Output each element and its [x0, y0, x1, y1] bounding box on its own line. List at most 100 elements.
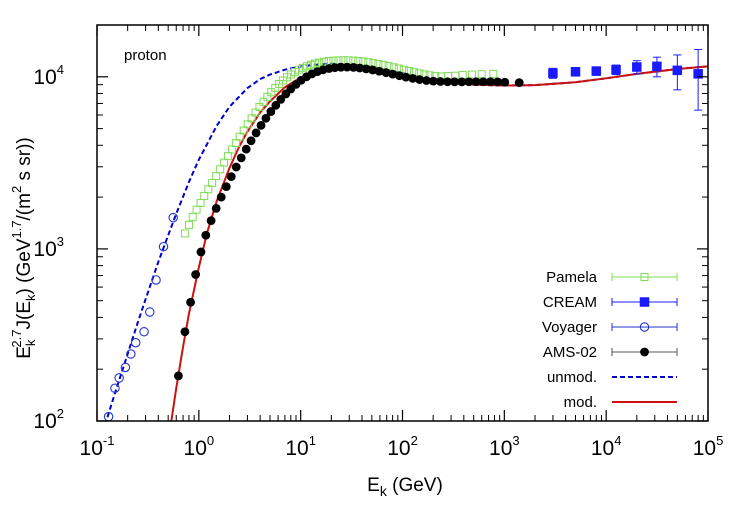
data-point-cream	[632, 62, 642, 72]
x-tick-label: 10-1	[80, 433, 115, 460]
legend-marker-pamela	[640, 273, 649, 281]
data-point-ams-02	[415, 75, 424, 84]
data-point-pamela	[467, 70, 476, 79]
data-point-ams-02	[493, 77, 503, 87]
data-point-ams-02	[408, 73, 418, 83]
x-tick-label: 101	[285, 433, 316, 460]
legend-label-cream: CREAM	[543, 294, 597, 311]
data-point-ams-02	[464, 77, 474, 87]
y-tick-label: 102	[33, 406, 64, 433]
legend-marker-cream	[639, 297, 650, 307]
legend-label-voyager: Voyager	[542, 319, 597, 336]
data-point-pamela	[298, 63, 307, 72]
data-point-ams-02	[486, 77, 495, 87]
y-tick-label: 104	[33, 62, 64, 89]
data-point-cream	[548, 68, 558, 78]
data-point-ams-02	[436, 77, 445, 86]
data-point-pamela	[208, 178, 217, 187]
data-point-ams-02	[206, 216, 216, 226]
x-tick-label: 100	[184, 433, 215, 460]
data-point-ams-02	[342, 62, 352, 72]
data-point-ams-02	[428, 76, 438, 86]
data-point-pamela	[315, 58, 324, 67]
x-tick-label: 105	[693, 433, 724, 460]
data-point-pamela	[227, 145, 236, 154]
data-point-ams-02	[261, 113, 271, 123]
data-point-voyager	[145, 307, 155, 317]
data-point-voyager	[110, 383, 120, 393]
data-point-voyager	[151, 275, 161, 285]
data-point-pamela	[489, 69, 498, 78]
data-point-cream	[693, 69, 703, 79]
x-axis-title: Ek (GeV)	[367, 475, 443, 499]
data-point-pamela	[184, 220, 193, 229]
data-point-cream	[672, 65, 683, 76]
legend-label-mod: mod.	[564, 394, 597, 411]
x-tick-label: 102	[387, 433, 418, 460]
data-point-ams-02	[457, 77, 467, 87]
data-point-pamela	[180, 229, 189, 238]
y-tick-label: 103	[33, 234, 64, 261]
data-point-ams-02	[180, 327, 190, 337]
data-point-ams-02	[271, 100, 281, 110]
data-point-ams-02	[236, 153, 246, 163]
data-point-ams-02	[401, 72, 411, 82]
legend-marker-ams-02	[640, 347, 649, 357]
series-cream	[548, 49, 703, 111]
data-point-voyager	[120, 362, 131, 373]
data-point-pamela	[192, 205, 201, 214]
data-point-ams-02	[211, 203, 221, 213]
data-point-ams-02	[443, 77, 452, 87]
data-point-voyager	[130, 337, 141, 348]
data-point-cream	[570, 66, 581, 77]
data-point-ams-02	[514, 78, 524, 88]
data-point-ams-02	[201, 230, 211, 240]
data-point-ams-02	[471, 77, 481, 87]
data-point-pamela	[302, 62, 311, 71]
data-point-ams-02	[196, 247, 206, 257]
data-point-ams-02	[336, 62, 346, 72]
legend-marker-voyager	[639, 322, 650, 332]
data-point-pamela	[310, 59, 319, 68]
data-point-ams-02	[216, 192, 226, 202]
data-point-voyager	[158, 241, 169, 252]
data-point-pamela	[200, 191, 209, 200]
data-point-cream	[611, 64, 621, 75]
data-point-ams-02	[361, 64, 371, 74]
data-point-ams-02	[422, 76, 431, 85]
data-point-ams-02	[226, 172, 236, 182]
data-point-ams-02	[394, 71, 404, 81]
data-point-ams-02	[266, 107, 276, 116]
data-point-ams-02	[500, 77, 510, 87]
data-point-pamela	[379, 61, 388, 70]
data-point-ams-02	[231, 162, 241, 172]
data-point-voyager	[139, 327, 149, 337]
data-point-cream	[591, 66, 602, 76]
data-point-ams-02	[374, 66, 384, 76]
y-axis-title: Ek2.7J(Ek) (GeV1.7/(m2 s sr))	[9, 137, 38, 359]
data-point-ams-02	[191, 270, 201, 279]
legend-label-unmod: unmod.	[547, 369, 597, 386]
data-point-cream	[652, 61, 662, 72]
data-point-ams-02	[251, 128, 261, 138]
series-ams-02	[173, 62, 524, 381]
data-point-ams-02	[478, 77, 488, 87]
data-point-ams-02	[355, 63, 365, 73]
data-point-voyager	[126, 349, 136, 359]
legend: Pamela CREAM Voyager AMS-02 unmod. mod.	[542, 269, 678, 411]
data-point-ams-02	[173, 371, 183, 381]
data-point-ams-02	[388, 69, 398, 79]
data-point-ams-02	[186, 297, 195, 307]
data-point-ams-02	[246, 136, 256, 146]
data-point-ams-02	[221, 182, 231, 192]
data-point-pamela	[359, 57, 368, 66]
legend-label-pamela: Pamela	[546, 269, 598, 286]
data-point-ams-02	[256, 120, 266, 130]
data-point-pamela	[319, 57, 328, 66]
x-tick-label: 103	[489, 433, 520, 460]
series-voyager	[103, 212, 178, 421]
data-point-ams-02	[241, 144, 251, 154]
data-point-voyager	[168, 212, 178, 223]
data-point-pamela	[306, 60, 315, 69]
